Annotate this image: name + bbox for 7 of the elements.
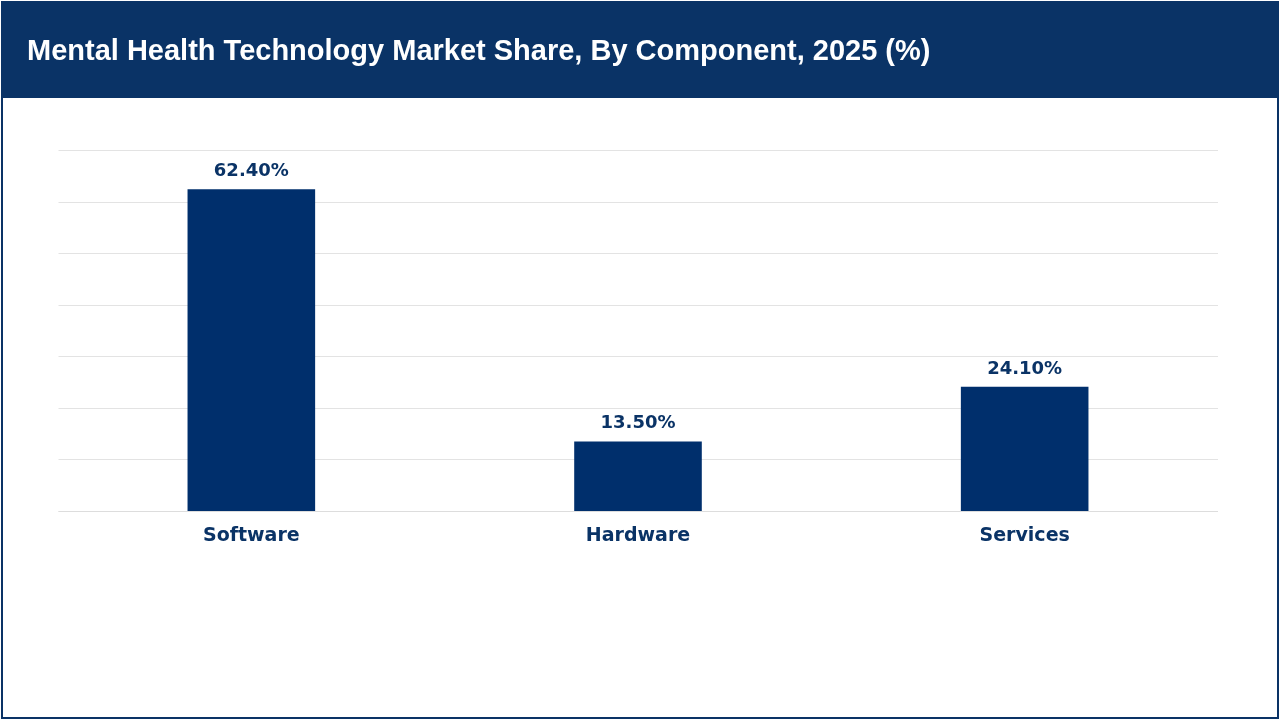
data-label: 24.10%	[987, 356, 1063, 378]
x-tick-label: Software	[202, 522, 300, 545]
x-tick-label: Hardware	[585, 522, 691, 545]
data-label: 13.50%	[600, 411, 676, 433]
chart-title: Mental Health Technology Market Share, By Component, 2025 (%)	[26, 34, 931, 66]
x-tick-label: Services	[979, 522, 1070, 545]
data-label: 62.40%	[213, 159, 289, 181]
